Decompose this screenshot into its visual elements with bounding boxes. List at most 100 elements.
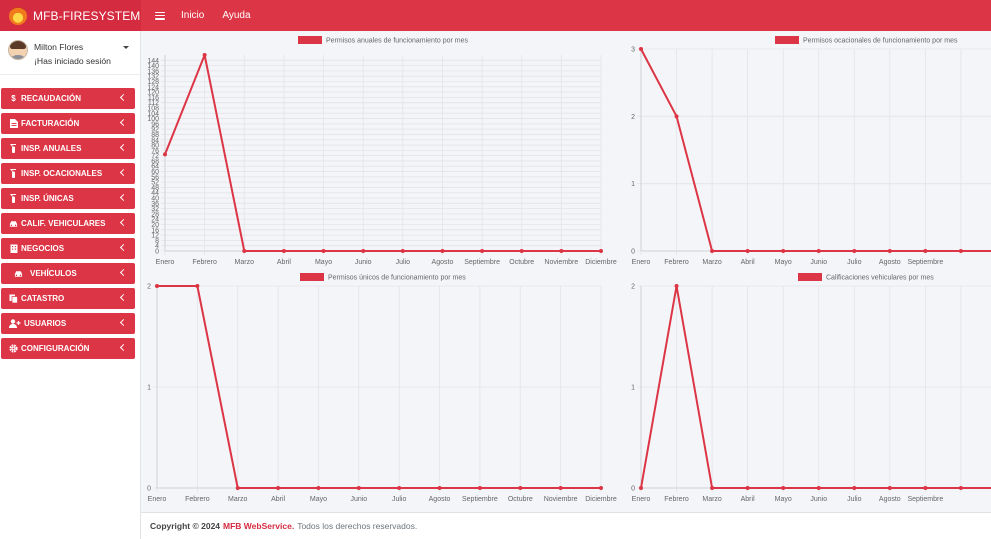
- chart-legend[interactable]: Permisos ocacionales de funcionamiento p…: [775, 36, 958, 45]
- top-navbar: Inicio Ayuda: [141, 0, 991, 31]
- x-tick-label: Marzo: [235, 259, 255, 266]
- data-point[interactable]: [195, 284, 200, 288]
- caret-down-icon[interactable]: [123, 45, 129, 49]
- y-tick-label: 128: [147, 79, 159, 86]
- nav-link-inicio[interactable]: Inicio: [181, 10, 205, 21]
- sidebar-item-recaudacion[interactable]: $ RECAUDACIÓN: [1, 88, 135, 109]
- data-point[interactable]: [558, 486, 563, 490]
- data-point[interactable]: [639, 47, 643, 51]
- x-tick-label: Abril: [741, 259, 755, 266]
- data-point[interactable]: [710, 249, 715, 253]
- data-point[interactable]: [276, 486, 281, 490]
- user-dropdown[interactable]: Milton Flores: [34, 40, 129, 54]
- data-point[interactable]: [281, 249, 286, 253]
- data-point[interactable]: [440, 249, 445, 253]
- data-point[interactable]: [235, 486, 240, 490]
- y-tick-label: 1: [631, 385, 635, 392]
- data-point[interactable]: [710, 486, 715, 490]
- hamburger-menu-icon[interactable]: [155, 11, 165, 20]
- sidebar-item-usuarios[interactable]: USUARIOS: [1, 313, 135, 334]
- y-tick-label: 0: [147, 486, 151, 493]
- y-tick-label: 1: [147, 385, 151, 392]
- data-point[interactable]: [155, 284, 159, 288]
- data-point[interactable]: [781, 486, 786, 490]
- data-point[interactable]: [519, 249, 524, 253]
- data-point[interactable]: [242, 249, 247, 253]
- data-point[interactable]: [958, 249, 963, 253]
- chart-permisos-anuales: Permisos anuales de funcionamiento por m…: [141, 31, 621, 271]
- data-point[interactable]: [477, 486, 482, 490]
- y-tick-label: 80: [151, 143, 159, 150]
- chart-legend[interactable]: Permisos únicos de funcionamiento por me…: [300, 273, 466, 282]
- sidebar: Milton Flores ¡Has iniciado sesión $ REC…: [0, 31, 141, 539]
- data-point[interactable]: [674, 284, 679, 288]
- data-point[interactable]: [599, 486, 603, 490]
- nav-link-ayuda[interactable]: Ayuda: [222, 10, 251, 21]
- data-point[interactable]: [480, 249, 485, 253]
- data-point[interactable]: [599, 249, 603, 253]
- sidebar-item-insp-ocacionales[interactable]: INSP. OCACIONALES: [1, 163, 135, 184]
- sidebar-item-label: FACTURACIÓN: [21, 119, 80, 128]
- data-point[interactable]: [816, 249, 821, 253]
- data-point[interactable]: [316, 486, 321, 490]
- sidebar-item-vehiculos[interactable]: VEHÍCULOS: [1, 263, 135, 284]
- sidebar-item-insp-unicas[interactable]: INSP. ÚNICAS: [1, 188, 135, 209]
- y-tick-label: 68: [151, 158, 159, 165]
- footer-copyright: Copyright © 2024: [150, 521, 221, 531]
- sidebar-item-catastro[interactable]: CATASTRO: [1, 288, 135, 309]
- chart-legend[interactable]: Permisos anuales de funcionamiento por m…: [298, 36, 469, 45]
- x-tick-label: Febrero: [185, 496, 210, 503]
- sidebar-item-configuracion[interactable]: CONFIGURACIÓN: [1, 338, 135, 359]
- data-point[interactable]: [816, 486, 821, 490]
- chart-permisos-unicos: Permisos únicos de funcionamiento por me…: [141, 268, 621, 508]
- data-point[interactable]: [163, 152, 167, 157]
- data-point[interactable]: [437, 486, 442, 490]
- data-point[interactable]: [745, 249, 750, 253]
- data-point[interactable]: [202, 53, 207, 57]
- fire-extinguisher-icon: [9, 169, 18, 178]
- sidebar-item-label: CONFIGURACIÓN: [21, 344, 90, 353]
- data-point[interactable]: [923, 486, 928, 490]
- user-name: Milton Flores: [34, 42, 84, 52]
- brand-logo-link[interactable]: MFB-FIRESYSTEM: [0, 0, 141, 31]
- x-tick-label: Junio: [355, 259, 372, 266]
- sidebar-item-calif-vehiculares[interactable]: CALIF. VEHICULARES: [1, 213, 135, 234]
- chart-permisos-ocacionales: Permisos ocacionales de funcionamiento p…: [621, 31, 991, 271]
- chevron-left-icon: [119, 118, 128, 127]
- data-point[interactable]: [887, 249, 892, 253]
- data-point[interactable]: [923, 249, 928, 253]
- legend-label: Permisos ocacionales de funcionamiento p…: [803, 38, 958, 45]
- data-point[interactable]: [397, 486, 402, 490]
- x-tick-label: Marzo: [702, 259, 722, 266]
- y-tick-label: 108: [147, 105, 159, 112]
- data-point[interactable]: [852, 249, 857, 253]
- y-tick-label: 52: [151, 180, 159, 187]
- data-point[interactable]: [674, 114, 679, 119]
- data-point[interactable]: [361, 249, 366, 253]
- data-point[interactable]: [639, 486, 643, 490]
- user-status: ¡Has iniciado sesión: [34, 56, 111, 66]
- data-point[interactable]: [559, 249, 564, 253]
- chevron-left-icon: [119, 193, 128, 202]
- data-point[interactable]: [887, 486, 892, 490]
- data-point[interactable]: [356, 486, 361, 490]
- data-point[interactable]: [518, 486, 523, 490]
- chart-legend[interactable]: Calificaciones vehiculares por mes: [798, 273, 934, 282]
- sidebar-item-label: INSP. ÚNICAS: [21, 194, 74, 203]
- sidebar-item-negocios[interactable]: NEGOCIOS: [1, 238, 135, 259]
- y-tick-label: 144: [147, 58, 159, 65]
- x-tick-label: Diciembre: [585, 496, 617, 503]
- x-tick-label: Enero: [156, 259, 175, 266]
- sidebar-item-facturacion[interactable]: FACTURACIÓN: [1, 113, 135, 134]
- footer-company-link[interactable]: MFB WebService.: [223, 521, 295, 531]
- data-point[interactable]: [400, 249, 405, 253]
- x-tick-label: Septiembre: [462, 496, 498, 503]
- data-point[interactable]: [852, 486, 857, 490]
- data-point[interactable]: [321, 249, 326, 253]
- data-point[interactable]: [745, 486, 750, 490]
- sidebar-item-insp-anuales[interactable]: INSP. ANUALES: [1, 138, 135, 159]
- y-tick-label: 96: [151, 121, 159, 128]
- y-tick-label: 56: [151, 174, 159, 181]
- data-point[interactable]: [958, 486, 963, 490]
- data-point[interactable]: [781, 249, 786, 253]
